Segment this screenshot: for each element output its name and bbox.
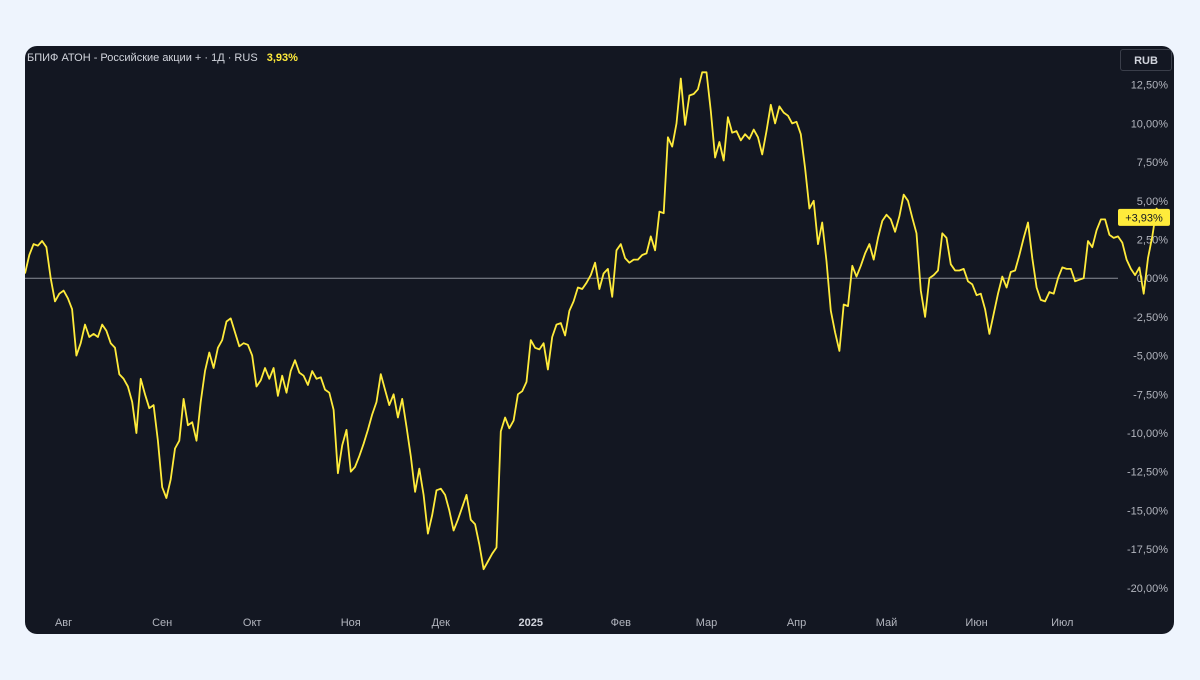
x-tick-label: Авг [55, 617, 72, 629]
y-tick-label: -5,00% [1133, 351, 1168, 363]
y-tick-label: -17,50% [1127, 544, 1168, 556]
x-tick-label: Апр [787, 617, 806, 629]
x-tick-label: Июл [1051, 617, 1073, 629]
y-tick-label: -20,00% [1127, 583, 1168, 595]
y-tick-label: -15,00% [1127, 505, 1168, 517]
x-tick-label: 2025 [519, 617, 543, 629]
x-tick-label: Июн [965, 617, 987, 629]
y-tick-label: -2,50% [1133, 312, 1168, 324]
price-chart[interactable]: 12,50%10,00%7,50%5,00%2,50%0,00%-2,50%-5… [25, 46, 1174, 634]
y-tick-label: 10,00% [1131, 118, 1169, 130]
x-tick-label: Ноя [341, 617, 361, 629]
last-value-text: +3,93% [1125, 212, 1163, 224]
y-tick-label: 2,50% [1137, 234, 1168, 246]
x-tick-label: Мар [696, 617, 718, 629]
x-tick-label: Фев [611, 617, 631, 629]
chart-legend: БПИФ АТОН - Российские акции + · 1Д · RU… [27, 52, 298, 64]
y-tick-label: -12,50% [1127, 467, 1168, 479]
x-tick-label: Окт [243, 617, 262, 629]
last-value-label: +3,93% [1118, 208, 1170, 226]
chart-title: БПИФ АТОН - Российские акции + · 1Д · RU… [27, 52, 258, 64]
chart-card: 12,50% 10,00% 7,50% 5,00% 2,50% 0,00% -2,50% -5… [25, 46, 1174, 634]
chart-return-value: 3,93% [266, 52, 298, 64]
y-tick-label: 12,50% [1131, 80, 1169, 92]
x-axis: Авг Сен Окт Ноя Дек 2025 Фев Мар Апр Май Июн Июл [55, 617, 1073, 629]
y-axis: 12,50%10,00%7,50%5,00%2,50%0,00%-2,50%-5… [1127, 80, 1168, 595]
y-tick-label: -7,50% [1133, 389, 1168, 401]
price-series-line [25, 71, 1162, 571]
x-tick-label: Май [876, 617, 898, 629]
x-tick-label: Сен [152, 617, 172, 629]
y-tick-label: 7,50% [1137, 157, 1168, 169]
y-tick-label: 5,00% [1137, 196, 1168, 208]
currency-button[interactable]: RUB [1120, 49, 1172, 71]
x-tick-label: Дек [432, 617, 451, 629]
y-tick-label: -10,00% [1127, 428, 1168, 440]
